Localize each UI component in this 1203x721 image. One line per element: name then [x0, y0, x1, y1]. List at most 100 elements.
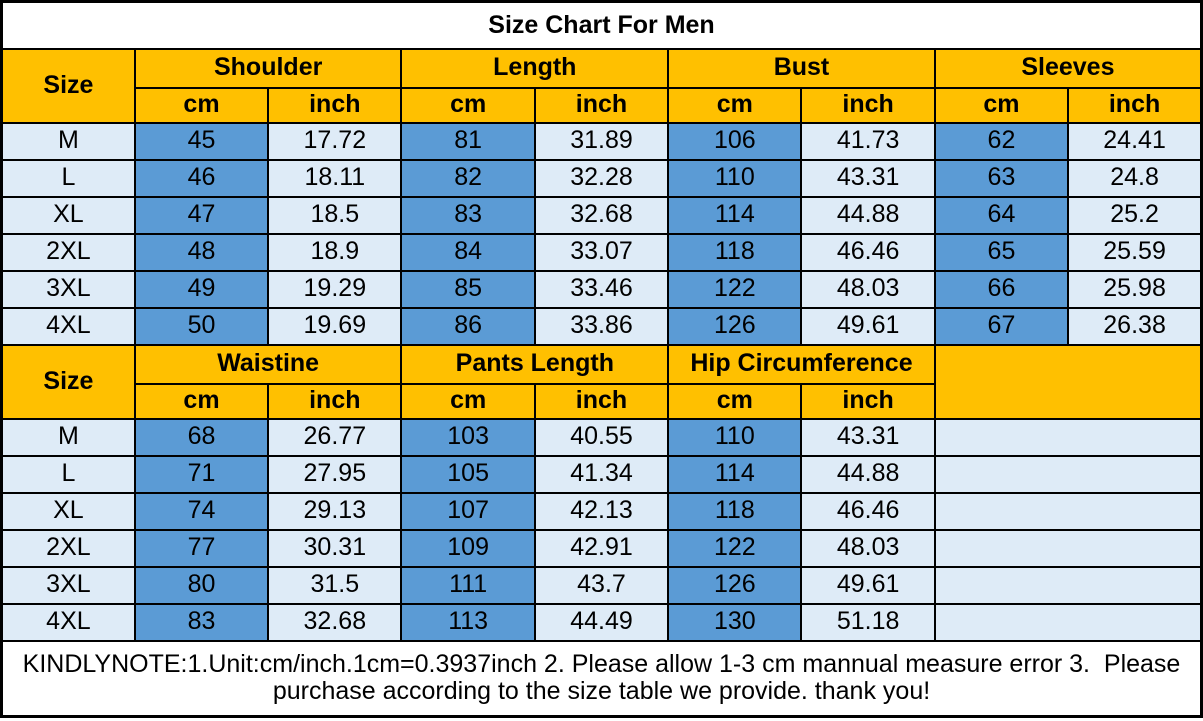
unit-header-inch: inch — [533, 382, 670, 420]
length-inch-cell: 31.89 — [533, 121, 670, 161]
unit-header-cm: cm — [933, 86, 1070, 124]
table-row: 2XL 48 18.9 84 33.07 118 46.46 65 25.59 — [0, 232, 1203, 272]
group-header-shoulder: Shoulder — [133, 47, 403, 89]
bust-cm-cell: 118 — [667, 232, 803, 272]
bust-inch-cell: 41.73 — [800, 121, 936, 161]
bust-cm-cell: 126 — [667, 306, 803, 346]
hip-cm-cell: 122 — [667, 528, 803, 568]
waistine-inch-cell: 27.95 — [267, 454, 403, 494]
unit-header-inch: inch — [1067, 86, 1203, 124]
size-cell: XL — [0, 491, 136, 531]
unit-header-cm: cm — [400, 382, 536, 420]
pants-length-inch-cell: 41.34 — [533, 454, 670, 494]
length-inch-cell: 32.68 — [533, 195, 670, 235]
waistine-inch-cell: 30.31 — [267, 528, 403, 568]
unit-header-row: cm inch cm inch cm inch — [2, 382, 1202, 420]
sleeves-cm-cell: 64 — [933, 195, 1070, 235]
table-row: XL 47 18.5 83 32.68 114 44.88 64 25.2 — [0, 195, 1203, 235]
shoulder-cm-cell: 47 — [133, 195, 270, 235]
size-column-header: Size — [0, 47, 136, 124]
length-cm-cell: 81 — [400, 121, 536, 161]
size-cell: XL — [0, 195, 136, 235]
unit-header-inch: inch — [533, 86, 670, 124]
empty-cell — [933, 417, 1203, 457]
sleeves-cm-cell: 66 — [933, 269, 1070, 309]
group-header-bust: Bust — [667, 47, 936, 89]
upper-table-body: M 45 17.72 81 31.89 106 41.73 62 24.41 L… — [0, 121, 1203, 346]
group-header-length: Length — [400, 47, 670, 89]
length-inch-cell: 33.07 — [533, 232, 670, 272]
lower-table-header: Size Waistine Pants Length Hip Circumfer… — [0, 343, 1203, 420]
sleeves-inch-cell: 25.59 — [1067, 232, 1203, 272]
hip-inch-cell: 51.18 — [800, 602, 936, 642]
size-cell: 2XL — [0, 528, 136, 568]
unit-header-row: cm inch cm inch cm inch cm inch — [2, 86, 1203, 124]
hip-cm-cell: 130 — [667, 602, 803, 642]
shoulder-cm-cell: 46 — [133, 158, 270, 198]
pants-length-cm-cell: 107 — [400, 491, 536, 531]
hip-cm-cell: 126 — [667, 565, 803, 605]
length-cm-cell: 82 — [400, 158, 536, 198]
length-inch-cell: 33.46 — [533, 269, 670, 309]
size-cell: 4XL — [0, 306, 136, 346]
waistine-cm-cell: 83 — [133, 602, 270, 642]
empty-cell — [933, 602, 1203, 642]
size-cell: 2XL — [0, 232, 136, 272]
hip-inch-cell: 49.61 — [800, 565, 936, 605]
waistine-cm-cell: 77 — [133, 528, 270, 568]
pants-length-cm-cell: 105 — [400, 454, 536, 494]
size-cell: L — [0, 454, 136, 494]
empty-cell — [933, 454, 1203, 494]
table-row: 3XL 49 19.29 85 33.46 122 48.03 66 25.98 — [0, 269, 1203, 309]
group-header-waistine: Waistine — [133, 343, 403, 385]
hip-cm-cell: 114 — [667, 454, 803, 494]
shoulder-inch-cell: 18.5 — [267, 195, 403, 235]
waistine-cm-cell: 68 — [133, 417, 270, 457]
sleeves-cm-cell: 65 — [933, 232, 1070, 272]
table-row: 3XL 80 31.5 111 43.7 126 49.61 — [0, 565, 1203, 605]
hip-inch-cell: 46.46 — [800, 491, 936, 531]
note-section: KINDLYNOTE:1.Unit:cm/inch.1cm=0.3937inch… — [0, 639, 1203, 718]
bust-cm-cell: 122 — [667, 269, 803, 309]
pants-length-cm-cell: 111 — [400, 565, 536, 605]
hip-cm-cell: 110 — [667, 417, 803, 457]
table-row: M 68 26.77 103 40.55 110 43.31 — [0, 417, 1203, 457]
shoulder-inch-cell: 19.29 — [267, 269, 403, 309]
waistine-inch-cell: 29.13 — [267, 491, 403, 531]
waistine-cm-cell: 74 — [133, 491, 270, 531]
pants-length-inch-cell: 44.49 — [533, 602, 670, 642]
table-row: XL 74 29.13 107 42.13 118 46.46 — [0, 491, 1203, 531]
sleeves-inch-cell: 26.38 — [1067, 306, 1203, 346]
unit-header-inch: inch — [267, 86, 403, 124]
size-cell: 4XL — [0, 602, 136, 642]
pants-length-inch-cell: 40.55 — [533, 417, 670, 457]
size-cell: L — [0, 158, 136, 198]
waistine-cm-cell: 71 — [133, 454, 270, 494]
title-row: Size Chart For Men — [0, 0, 1203, 50]
sleeves-inch-cell: 24.41 — [1067, 121, 1203, 161]
shoulder-inch-cell: 19.69 — [267, 306, 403, 346]
shoulder-cm-cell: 50 — [133, 306, 270, 346]
table-row: 4XL 83 32.68 113 44.49 130 51.18 — [0, 602, 1203, 642]
lower-table-body: M 68 26.77 103 40.55 110 43.31 L 71 27.9… — [0, 417, 1203, 642]
bust-cm-cell: 106 — [667, 121, 803, 161]
title-section: Size Chart For Men — [0, 0, 1203, 50]
sleeves-cm-cell: 67 — [933, 306, 1070, 346]
unit-header-inch: inch — [800, 382, 936, 420]
sleeves-inch-cell: 24.8 — [1067, 158, 1203, 198]
hip-cm-cell: 118 — [667, 491, 803, 531]
hip-inch-cell: 48.03 — [800, 528, 936, 568]
empty-cell — [933, 565, 1203, 605]
group-header-pants-length: Pants Length — [400, 343, 670, 385]
pants-length-cm-cell: 103 — [400, 417, 536, 457]
waistine-cm-cell: 80 — [133, 565, 270, 605]
waistine-inch-cell: 31.5 — [267, 565, 403, 605]
bust-cm-cell: 110 — [667, 158, 803, 198]
sleeves-cm-cell: 62 — [933, 121, 1070, 161]
hip-inch-cell: 44.88 — [800, 454, 936, 494]
table-row: M 45 17.72 81 31.89 106 41.73 62 24.41 — [0, 121, 1203, 161]
shoulder-inch-cell: 18.9 — [267, 232, 403, 272]
table-row: L 46 18.11 82 32.28 110 43.31 63 24.8 — [0, 158, 1203, 198]
group-header-row: Size Shoulder Length Bust Sleeves — [0, 47, 1203, 124]
table-row: 4XL 50 19.69 86 33.86 126 49.61 67 26.38 — [0, 306, 1203, 346]
